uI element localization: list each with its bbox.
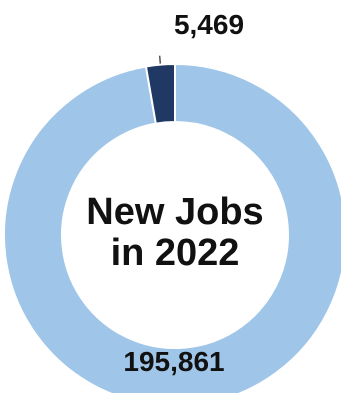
chart-title-line-2: in 2022 xyxy=(111,232,240,274)
donut-slice-large xyxy=(3,62,341,393)
donut-slices xyxy=(3,62,341,393)
slice-data-label-large: 195,861 xyxy=(123,346,224,377)
donut-slice-small xyxy=(144,62,176,125)
slice-data-label-small: 5,469 xyxy=(174,9,244,40)
chart-title-line-1: New Jobs xyxy=(86,191,263,233)
slice-label-leader-line xyxy=(158,55,162,64)
